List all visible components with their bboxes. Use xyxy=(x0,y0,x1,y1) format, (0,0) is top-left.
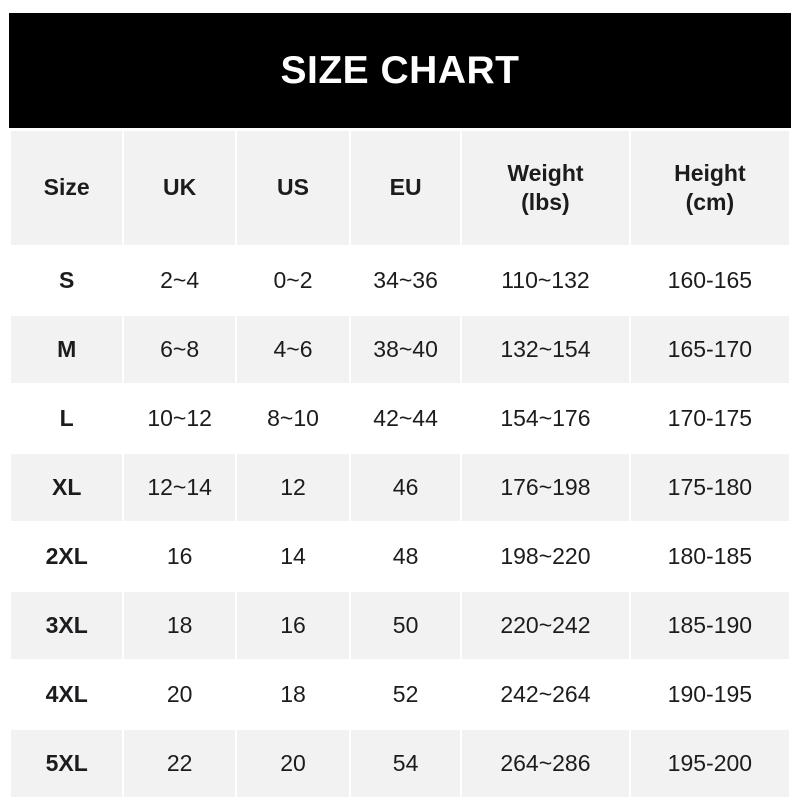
table-row: S 2~4 0~2 34~36 110~132 160-165 xyxy=(11,247,789,314)
cell-uk: 2~4 xyxy=(124,247,235,314)
column-header-label: Size xyxy=(43,174,90,201)
cell-weight: 176~198 xyxy=(462,454,629,521)
title-banner: SIZE CHART xyxy=(9,13,791,128)
cell-size: XL xyxy=(11,454,123,521)
cell-height: 185-190 xyxy=(630,592,789,659)
column-header-label: EU xyxy=(389,174,422,201)
cell-weight: 132~154 xyxy=(462,316,629,383)
cell-uk: 22 xyxy=(124,730,235,797)
cell-us: 0~2 xyxy=(236,247,350,314)
column-header-size: Size xyxy=(11,131,123,245)
cell-us: 18 xyxy=(236,661,350,728)
cell-uk: 6~8 xyxy=(124,316,235,383)
cell-height: 170-175 xyxy=(630,385,789,452)
cell-uk: 12~14 xyxy=(124,454,235,521)
table-header-row: Size UK US EU Weight (lbs) Height (cm) xyxy=(11,131,789,245)
table-row: 2XL 16 14 48 198~220 180-185 xyxy=(11,523,789,590)
cell-size: S xyxy=(11,247,123,314)
column-header-unit: (lbs) xyxy=(521,189,570,215)
cell-us: 12 xyxy=(236,454,350,521)
cell-uk: 10~12 xyxy=(124,385,235,452)
cell-weight: 264~286 xyxy=(462,730,629,797)
cell-uk: 18 xyxy=(124,592,235,659)
cell-size: 4XL xyxy=(11,661,123,728)
cell-uk: 16 xyxy=(124,523,235,590)
cell-eu: 34~36 xyxy=(351,247,461,314)
page-title: SIZE CHART xyxy=(280,49,520,92)
column-header-label: UK xyxy=(163,174,197,201)
column-header-label: Weight xyxy=(507,159,584,186)
cell-height: 175-180 xyxy=(630,454,789,521)
table-row: XL 12~14 12 46 176~198 175-180 xyxy=(11,454,789,521)
cell-height: 195-200 xyxy=(630,730,789,797)
cell-us: 14 xyxy=(236,523,350,590)
table-row: 5XL 22 20 54 264~286 195-200 xyxy=(11,730,789,797)
cell-eu: 38~40 xyxy=(351,316,461,383)
table-row: L 10~12 8~10 42~44 154~176 170-175 xyxy=(11,385,789,452)
column-header-weight: Weight (lbs) xyxy=(462,131,629,245)
cell-weight: 110~132 xyxy=(462,247,629,314)
cell-us: 4~6 xyxy=(236,316,350,383)
cell-weight: 242~264 xyxy=(462,661,629,728)
cell-size: 2XL xyxy=(11,523,123,590)
size-chart-table: Size UK US EU Weight (lbs) Height (cm) S 2~4 0~2 3… xyxy=(9,129,791,799)
cell-height: 165-170 xyxy=(630,316,789,383)
column-header-label: Height xyxy=(674,159,746,186)
column-header-height: Height (cm) xyxy=(630,131,789,245)
table-row: 3XL 18 16 50 220~242 185-190 xyxy=(11,592,789,659)
cell-height: 190-195 xyxy=(630,661,789,728)
column-header-eu: EU xyxy=(351,131,461,245)
cell-size: L xyxy=(11,385,123,452)
cell-us: 20 xyxy=(236,730,350,797)
cell-height: 180-185 xyxy=(630,523,789,590)
column-header-uk: UK xyxy=(124,131,235,245)
cell-eu: 48 xyxy=(351,523,461,590)
cell-weight: 220~242 xyxy=(462,592,629,659)
table-row: M 6~8 4~6 38~40 132~154 165-170 xyxy=(11,316,789,383)
cell-size: 5XL xyxy=(11,730,123,797)
cell-eu: 54 xyxy=(351,730,461,797)
cell-eu: 42~44 xyxy=(351,385,461,452)
cell-us: 16 xyxy=(236,592,350,659)
cell-uk: 20 xyxy=(124,661,235,728)
cell-us: 8~10 xyxy=(236,385,350,452)
cell-eu: 52 xyxy=(351,661,461,728)
column-header-unit: (cm) xyxy=(685,189,735,215)
cell-height: 160-165 xyxy=(630,247,789,314)
cell-weight: 154~176 xyxy=(462,385,629,452)
table-body: S 2~4 0~2 34~36 110~132 160-165 M 6~8 4~6 38~40 13… xyxy=(11,247,789,797)
cell-weight: 198~220 xyxy=(462,523,629,590)
column-header-us: US xyxy=(236,131,350,245)
cell-eu: 50 xyxy=(351,592,461,659)
cell-eu: 46 xyxy=(351,454,461,521)
cell-size: 3XL xyxy=(11,592,123,659)
table-row: 4XL 20 18 52 242~264 190-195 xyxy=(11,661,789,728)
column-header-label: US xyxy=(277,174,309,201)
cell-size: M xyxy=(11,316,123,383)
table-header: Size UK US EU Weight (lbs) Height (cm) xyxy=(11,131,789,245)
